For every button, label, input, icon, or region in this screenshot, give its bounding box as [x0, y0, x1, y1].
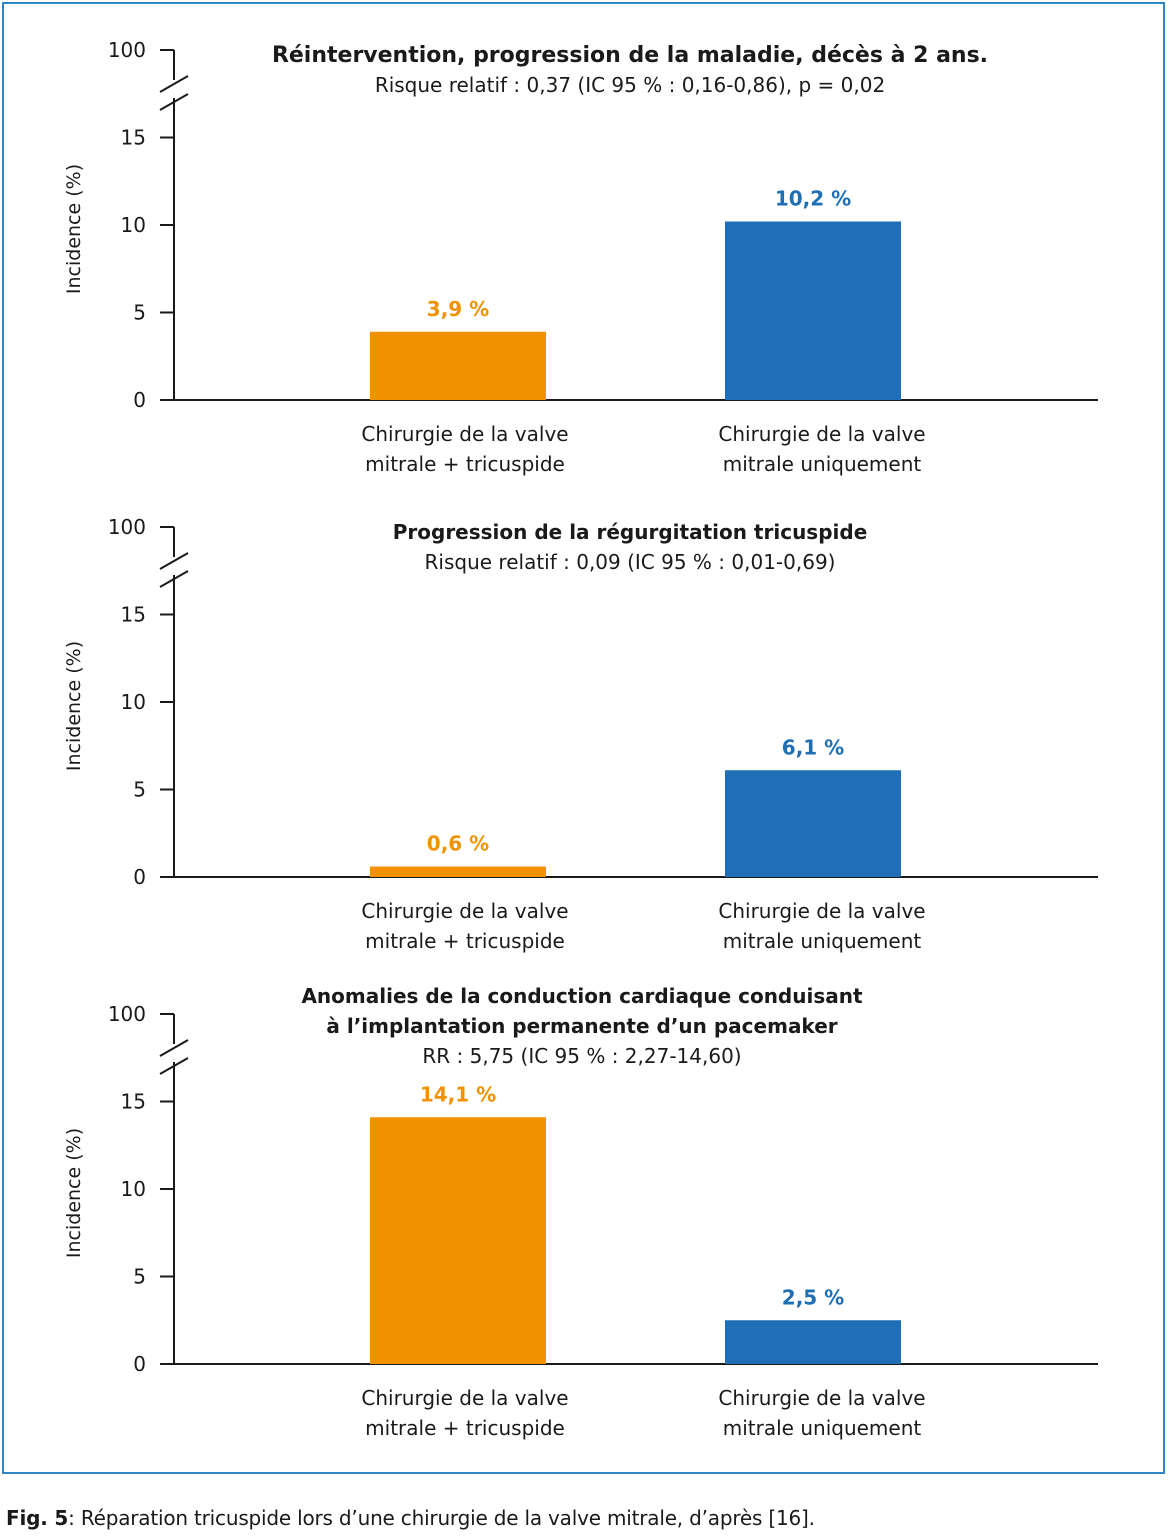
bar-1	[370, 866, 546, 877]
bar-2	[725, 221, 901, 400]
y-tick-label: 5	[133, 301, 146, 325]
bar-2	[725, 1320, 901, 1364]
category-label: mitrale + tricuspide	[365, 929, 565, 953]
data-label: 2,5 %	[782, 1285, 844, 1309]
data-label: 3,9 %	[427, 297, 489, 321]
axis-break-mark	[159, 1057, 189, 1075]
data-label: 0,6 %	[427, 832, 489, 856]
chart-title: Progression de la régurgitation tricuspi…	[393, 520, 868, 544]
charts-svg: Réintervention, progression de la maladi…	[63, 38, 1098, 1440]
y-tick-label: 10	[121, 213, 146, 237]
y-tick-label: 100	[108, 515, 146, 539]
axis-break-mark	[159, 552, 189, 570]
y-tick-label: 5	[133, 778, 146, 802]
y-axis-title: Incidence (%)	[63, 1128, 85, 1258]
category-label: Chirurgie de la valve	[718, 422, 925, 446]
chart-panel-1: Réintervention, progression de la maladi…	[63, 38, 1098, 476]
chart-subtitle: Risque relatif : 0,37 (IC 95 % : 0,16-0,…	[375, 73, 885, 97]
y-axis-title: Incidence (%)	[63, 164, 85, 294]
y-tick-label: 15	[121, 126, 146, 150]
data-label: 10,2 %	[775, 187, 851, 211]
data-label: 14,1 %	[420, 1082, 496, 1106]
caption-prefix: Fig. 5	[6, 1506, 69, 1530]
bar-1	[370, 1117, 546, 1364]
axis-break-mark	[159, 75, 189, 93]
y-tick-label: 15	[121, 1090, 146, 1114]
category-label: Chirurgie de la valve	[361, 422, 568, 446]
category-label: Chirurgie de la valve	[718, 1386, 925, 1410]
y-tick-label: 100	[108, 38, 146, 62]
y-tick-label: 10	[121, 1177, 146, 1201]
y-tick-label: 10	[121, 690, 146, 714]
caption-text: : Réparation tricuspide lors d’une chiru…	[68, 1506, 815, 1530]
category-label: mitrale uniquement	[723, 452, 922, 476]
chart-panel-2: Progression de la régurgitation tricuspi…	[63, 515, 1098, 953]
category-label: Chirurgie de la valve	[718, 899, 925, 923]
bar-1	[370, 331, 546, 400]
bar-2	[725, 770, 901, 877]
axis-break-mark	[159, 570, 189, 588]
chart-subtitle: RR : 5,75 (IC 95 % : 2,27-14,60)	[422, 1044, 741, 1068]
category-label: mitrale + tricuspide	[365, 452, 565, 476]
category-label: Chirurgie de la valve	[361, 1386, 568, 1410]
y-tick-label: 0	[133, 1352, 146, 1376]
y-tick-label: 15	[121, 603, 146, 627]
category-label: mitrale uniquement	[723, 929, 922, 953]
category-label: mitrale + tricuspide	[365, 1416, 565, 1440]
chart-subtitle: Risque relatif : 0,09 (IC 95 % : 0,01-0,…	[425, 550, 836, 574]
y-axis-title: Incidence (%)	[63, 641, 85, 771]
y-tick-label: 5	[133, 1265, 146, 1289]
figure-frame	[2, 2, 1165, 1474]
data-label: 6,1 %	[782, 735, 844, 759]
category-label: mitrale uniquement	[723, 1416, 922, 1440]
axis-break-mark	[159, 93, 189, 111]
chart-title: à l’implantation permanente d’un pacemak…	[326, 1014, 837, 1038]
axis-break-mark	[159, 1039, 189, 1057]
y-tick-label: 100	[108, 1002, 146, 1026]
chart-title: Anomalies de la conduction cardiaque con…	[301, 984, 863, 1008]
y-tick-label: 0	[133, 388, 146, 412]
figure-caption: Fig. 5: Réparation tricuspide lors d’une…	[6, 1506, 815, 1530]
chart-panel-3: Anomalies de la conduction cardiaque con…	[63, 984, 1098, 1440]
y-tick-label: 0	[133, 865, 146, 889]
chart-title: Réintervention, progression de la maladi…	[272, 43, 988, 68]
category-label: Chirurgie de la valve	[361, 899, 568, 923]
